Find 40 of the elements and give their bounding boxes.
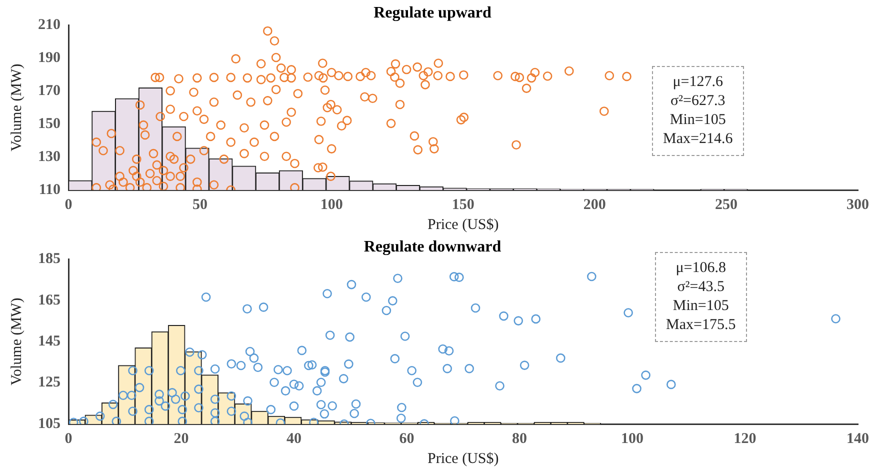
x-axis-title: Price (US$) <box>428 216 499 233</box>
x-tick-label: 20 <box>174 430 189 447</box>
x-axis-title: Price (US$) <box>428 450 499 467</box>
x-tick-label: 300 <box>846 196 869 213</box>
y-tick-label: 105 <box>38 416 60 432</box>
y-tick-label: 110 <box>38 182 60 198</box>
y-tick-label: 170 <box>38 82 60 99</box>
y-axis-title: Volume (MW) <box>8 298 25 386</box>
chart-title: Regulate downward <box>364 238 502 256</box>
x-tick-label: 150 <box>452 196 474 213</box>
y-tick-label: 130 <box>38 148 60 165</box>
y-tick-label: 210 <box>38 17 60 34</box>
y-tick-label: 145 <box>38 333 60 350</box>
x-tick-label: 100 <box>621 430 644 447</box>
x-tick-label: 100 <box>320 196 343 213</box>
y-tick-label: 165 <box>38 292 60 308</box>
annotation: Max=175.5 <box>666 316 736 335</box>
y-tick-label: 125 <box>38 374 60 391</box>
x-tick-label: 0 <box>64 196 72 213</box>
annotation: μ=106.8 <box>674 259 727 278</box>
x-tick-label: 40 <box>286 430 302 447</box>
annotation: Min=105 <box>672 297 730 316</box>
x-tick-label: 60 <box>399 430 414 447</box>
annotation: μ=127.6 <box>672 73 724 92</box>
chart-title: Regulate upward <box>374 4 492 22</box>
x-tick-label: 50 <box>192 196 208 213</box>
x-tick-label: 250 <box>714 196 738 213</box>
y-tick-label: 190 <box>38 50 60 66</box>
annotation: σ²=43.5 <box>676 278 726 297</box>
y-tick-label: 185 <box>38 251 60 268</box>
x-tick-label: 0 <box>64 430 72 447</box>
y-tick-label: 150 <box>38 116 60 132</box>
annotation: Min=105 <box>668 111 727 130</box>
annotation: Max=214.6 <box>663 130 733 149</box>
annotation: σ²=627.3 <box>669 92 726 111</box>
x-tick-label: 80 <box>512 430 527 447</box>
x-tick-label: 140 <box>846 430 869 447</box>
y-axis-title: Volume (MW) <box>8 64 25 152</box>
x-tick-label: 200 <box>583 196 606 213</box>
x-tick-label: 120 <box>734 430 756 447</box>
